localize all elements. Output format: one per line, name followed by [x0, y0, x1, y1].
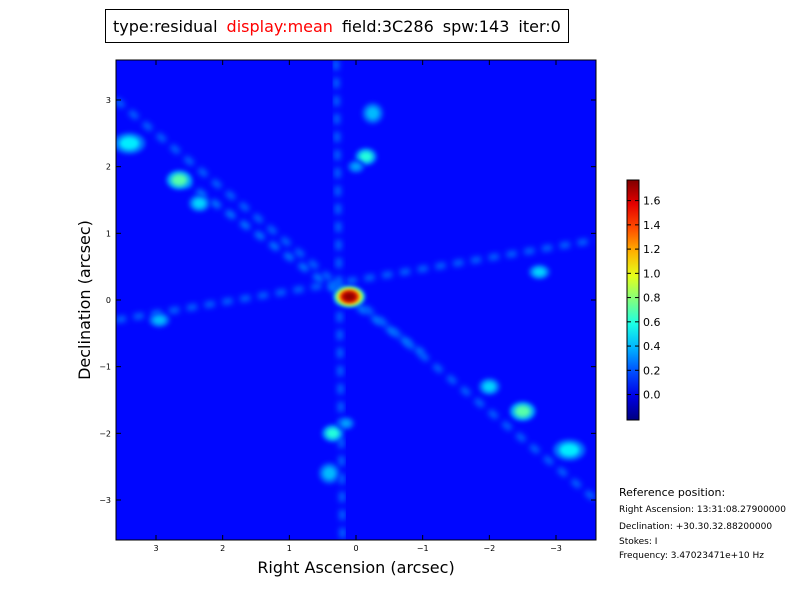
title-iter: iter:0: [518, 16, 561, 36]
image-peak: [333, 286, 366, 308]
x-tick-label: 0: [353, 544, 358, 553]
plot-title-box: type:residual display:mean field:3C286 s…: [105, 9, 569, 43]
image-peak: [322, 424, 344, 442]
x-tick-label: −1: [417, 544, 429, 553]
reference-ra: Right Ascension: 13:31:08.27900000: [619, 505, 786, 515]
reference-heading: Reference position:: [619, 486, 726, 499]
reference-frequency: Frequency: 3.47023471e+10 Hz: [619, 551, 765, 561]
peak-contour: [326, 428, 340, 439]
y-tick-label: 2: [106, 163, 111, 172]
peak-contour: [350, 162, 362, 171]
peak-contour: [559, 443, 580, 457]
image-peak: [347, 160, 365, 174]
title-spw: spw:143: [442, 16, 510, 36]
colorbar: [626, 179, 640, 421]
colorbar-tick-label: 0.8: [643, 292, 661, 305]
x-tick-label: −3: [550, 544, 562, 553]
colorbar-tick-label: 0.2: [643, 364, 661, 377]
sidelobe-ridge: [180, 177, 425, 356]
peak-contour: [192, 198, 206, 209]
peak-contour: [482, 381, 497, 392]
title-display: display:mean: [226, 16, 333, 36]
y-tick-label: 3: [106, 96, 111, 105]
y-tick-label: −2: [99, 429, 111, 438]
colorbar-tick-label: 1.2: [643, 243, 661, 256]
image-peak: [355, 148, 377, 166]
peak-contour: [359, 151, 373, 163]
colorbar-tick-label: 1.4: [643, 219, 661, 232]
peak-contour: [152, 315, 166, 325]
sidelobe-ridge: [116, 237, 596, 323]
image-peak: [362, 102, 384, 125]
x-tick-label: −2: [483, 544, 495, 553]
peak-contour: [514, 405, 531, 418]
peak-contour: [171, 174, 188, 186]
peak-contour: [322, 466, 337, 481]
y-tick-label: 1: [106, 229, 111, 238]
title-type: type:residual: [113, 16, 218, 36]
x-tick-label: 2: [220, 544, 225, 553]
colorbar-tick-label: 0.4: [643, 340, 661, 353]
colorbar-tick-label: 1.6: [643, 195, 661, 208]
x-tick-label: 1: [287, 544, 292, 553]
colorbar-tick-label: 0.0: [643, 389, 661, 402]
image-peak: [188, 194, 210, 212]
y-axis-label: Declination (arcsec): [75, 220, 94, 380]
y-tick-label: −1: [99, 363, 111, 372]
image-peak: [148, 312, 170, 328]
image-peak: [528, 264, 550, 280]
image-peak: [478, 378, 501, 396]
reference-dec: Declination: +30.30.32.88200000: [619, 522, 773, 532]
image-peak: [318, 462, 341, 485]
reference-stokes: Stokes: I: [619, 537, 658, 547]
peak-contour: [343, 292, 356, 301]
image-peak: [116, 132, 146, 154]
image-peak: [553, 439, 586, 461]
colorbar-tick-label: 0.6: [643, 316, 661, 329]
x-tick-label: 3: [153, 544, 158, 553]
image-peak: [509, 401, 536, 421]
x-axis-label: Right Ascension (arcsec): [257, 558, 454, 577]
image-peak: [337, 416, 355, 430]
peak-contour: [119, 136, 140, 150]
title-field: field:3C286: [341, 16, 434, 36]
y-tick-label: 0: [106, 296, 111, 305]
peak-contour: [532, 267, 546, 277]
image-area: [116, 60, 596, 540]
colorbar-tick-label: 1.0: [643, 267, 661, 280]
peak-contour: [366, 106, 380, 121]
y-tick-label: −3: [99, 496, 111, 505]
peak-contour: [340, 419, 352, 428]
image-peak: [166, 170, 193, 190]
